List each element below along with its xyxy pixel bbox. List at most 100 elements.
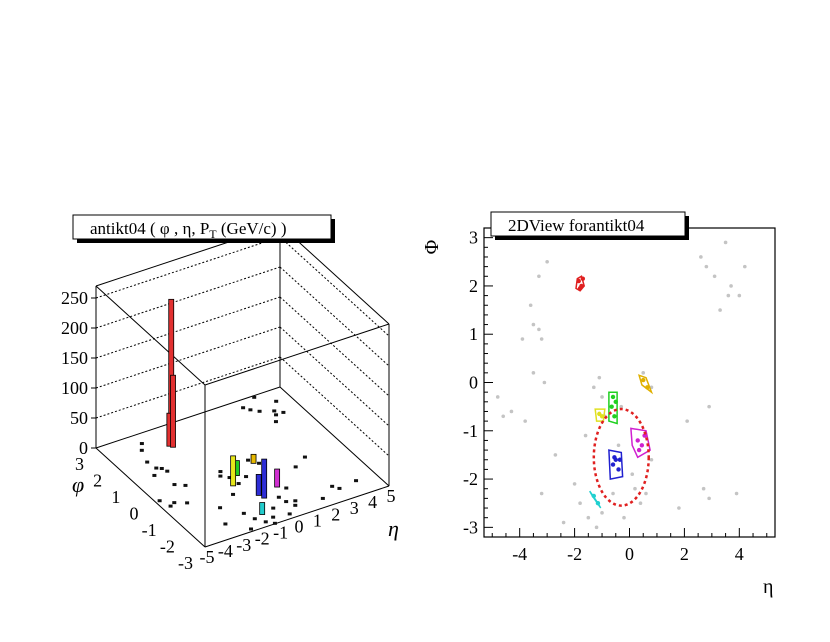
jet-constituent	[613, 399, 618, 405]
lego-background-tower	[157, 499, 162, 503]
lego-background-tower	[183, 483, 188, 487]
lego-background-tower	[165, 469, 170, 473]
background-point	[630, 472, 635, 477]
view2d-x-axis-label: η	[763, 576, 773, 598]
background-point	[553, 453, 558, 457]
background-point	[545, 259, 549, 264]
lego-background-tower	[293, 499, 298, 503]
background-point	[641, 371, 646, 375]
lego-eta-ticks: -5 -4 -3 -2 -1 0 1 2 3 4 5	[200, 486, 396, 567]
jet-constituent	[645, 385, 650, 390]
lego-background-tower	[293, 503, 298, 507]
lego-background-tower	[168, 504, 173, 508]
background-point	[677, 506, 681, 510]
lego-background-tower	[271, 515, 276, 519]
lego-background-tower	[244, 475, 249, 479]
background-point	[572, 482, 577, 486]
lego-phi-tick-label: -3	[178, 553, 193, 573]
background-point	[495, 395, 500, 399]
lego-z-tick-label: 0	[79, 438, 88, 458]
background-point	[699, 255, 703, 259]
lego-gridline	[279, 236, 390, 337]
lego-background-tower	[273, 420, 278, 424]
lego-gridline	[95, 356, 281, 419]
jet-outline	[608, 391, 618, 425]
jet-constituent	[609, 404, 614, 409]
lego-background-tower	[185, 501, 190, 505]
lego-title-box	[72, 214, 332, 240]
lego-phi-tick-label: 2	[93, 471, 102, 491]
lego-eta-tick-label: -5	[200, 547, 215, 567]
background-point	[734, 491, 739, 496]
lego-tower	[274, 468, 281, 488]
lego-background-tower	[152, 473, 157, 477]
lego-phi-tick-label: -1	[142, 520, 157, 540]
lego-background-tower	[274, 413, 279, 417]
jet-constituent	[642, 433, 647, 438]
jet-constituent	[580, 276, 586, 281]
view2d-y-tick-label: -3	[463, 517, 478, 537]
lego-eta-tick-label: 0	[295, 517, 304, 537]
view2d-y-tick-label: 1	[469, 324, 478, 344]
background-point	[520, 337, 525, 341]
lego-eta-tick-label: 5	[387, 486, 396, 506]
view2d-frame	[483, 227, 776, 538]
lego-tower	[230, 455, 237, 487]
lego-gridline	[279, 326, 390, 427]
background-point	[707, 404, 711, 409]
lego-background-tower	[139, 442, 144, 446]
background-point	[616, 443, 621, 448]
view2d-background-points	[495, 240, 747, 530]
lego-gridline	[95, 266, 281, 329]
background-point	[611, 491, 615, 496]
background-point	[542, 380, 547, 385]
lego-background-tower	[302, 455, 307, 459]
view2d-x-tick-label: -4	[512, 544, 527, 564]
lego-background-tower	[272, 521, 277, 525]
background-point	[619, 404, 624, 409]
lego-gridline	[279, 266, 390, 367]
lego-background-tower	[252, 517, 257, 521]
lego-top-edge	[95, 285, 206, 386]
lego-background-tower	[218, 474, 223, 478]
lego-background-tower	[159, 466, 164, 470]
background-point	[537, 327, 541, 332]
lego-background-tower	[249, 527, 254, 531]
lego-eta-tick-label: 3	[350, 498, 359, 518]
lego-background-tower	[139, 448, 144, 452]
background-point	[594, 525, 599, 530]
lego-background-tower	[218, 470, 223, 474]
view2d-title-box	[490, 211, 686, 237]
view2d-x-ticks: -4 -2 0 2 4	[491, 528, 768, 564]
jet-constituent	[617, 457, 623, 462]
lego-background-tower	[241, 511, 246, 515]
background-point	[743, 264, 747, 269]
jet-constituent	[577, 286, 583, 291]
background-point	[600, 395, 604, 399]
lego-gridline	[95, 326, 281, 389]
background-point	[523, 419, 527, 423]
lego-background-tower	[257, 461, 262, 465]
lego-background-tower	[154, 466, 159, 470]
background-point	[704, 264, 709, 269]
lego-floor-edge	[95, 386, 281, 449]
lego-background-tower	[284, 486, 289, 490]
lego-tower	[261, 458, 268, 499]
lego-eta-tick-label: -2	[255, 529, 270, 549]
lego-background-tower	[293, 465, 298, 469]
background-point	[531, 371, 536, 375]
background-point	[701, 486, 706, 491]
background-point	[729, 284, 733, 288]
lego-background-tower	[274, 399, 279, 403]
background-point	[649, 457, 654, 462]
lego-gridline	[95, 236, 281, 299]
jet-constituent	[641, 377, 646, 383]
jet-outline	[608, 449, 624, 481]
jet-constituent	[610, 394, 616, 400]
jet-constituent	[636, 447, 642, 453]
jet-outline	[637, 374, 654, 395]
view2d-y-tick-label: -1	[463, 421, 478, 441]
view2d-y-axis-label: Φ	[421, 239, 443, 254]
jet-constituent	[616, 467, 621, 472]
view2d-y-tick-label: 2	[469, 276, 478, 296]
